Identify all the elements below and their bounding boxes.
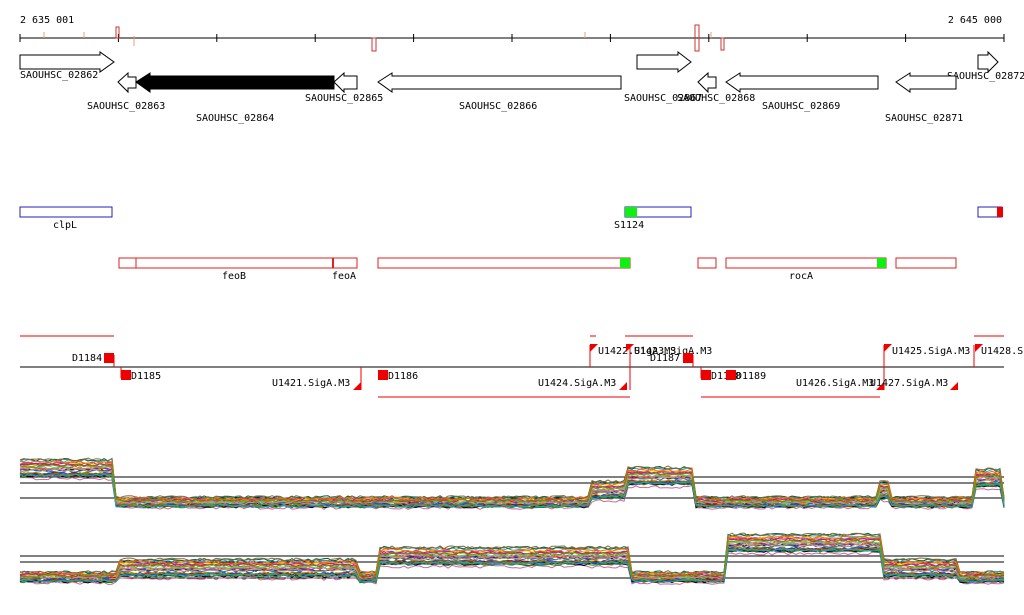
segment-u1425[interactable]: U1425.SigA.M3 — [884, 344, 970, 357]
segment-u1423[interactable]: U1423.SigA.M3 — [626, 344, 712, 357]
segment-d1185[interactable]: D1185 — [121, 370, 161, 382]
svg-text:clpL: clpL — [53, 220, 77, 231]
svg-text:SAOUHSC_02872: SAOUHSC_02872 — [947, 71, 1024, 82]
gene-saouhsc-02871[interactable]: SAOUHSC_02871 — [885, 72, 963, 124]
operon-roca[interactable]: rocA — [725, 257, 887, 282]
svg-text:D1186: D1186 — [388, 371, 418, 382]
svg-text:SAOUHSC_02871: SAOUHSC_02871 — [885, 113, 963, 124]
operon-clpl[interactable]: clpL — [19, 206, 113, 231]
expression-track-minus — [19, 532, 1005, 585]
svg-text:D1185: D1185 — [131, 371, 161, 382]
gene-saouhsc-02867[interactable]: SAOUHSC_02867 — [624, 50, 702, 104]
operon-forward-right[interactable] — [977, 206, 1003, 218]
svg-text:U1426.SigA.M3: U1426.SigA.M3 — [796, 378, 874, 389]
segment-d1186[interactable]: D1186 — [378, 370, 418, 382]
svg-text:feoA: feoA — [332, 271, 356, 282]
segment-u1426[interactable]: U1426.SigA.M3 — [796, 378, 884, 390]
gene-track-forward: SAOUHSC_02862 SAOUHSC_02867 SAOUHSC_0287… — [19, 50, 1024, 104]
segmentation-track: D1184 U1422.SigA.M3 U1423.SigA.M3 D1187 … — [20, 335, 1023, 398]
segment-u1421[interactable]: U1421.SigA.M3 — [272, 378, 361, 390]
gene-saouhsc-02868[interactable]: SAOUHSC_02868 — [677, 71, 755, 104]
operon-reverse-right[interactable] — [895, 257, 957, 269]
svg-text:U1427.SigA.M3: U1427.SigA.M3 — [870, 378, 948, 389]
svg-text:U1422.SigA.M3: U1422.SigA.M3 — [598, 346, 676, 357]
svg-text:U1424.SigA.M3: U1424.SigA.M3 — [538, 378, 616, 389]
svg-text:feoB: feoB — [222, 271, 246, 282]
svg-text:D1184: D1184 — [72, 353, 102, 364]
svg-text:SAOUHSC_02863: SAOUHSC_02863 — [87, 101, 165, 112]
operon-s1124[interactable]: S1124 — [614, 206, 692, 231]
expression-lines-plus — [19, 457, 1005, 511]
operon-reverse-small[interactable] — [697, 257, 717, 269]
svg-text:SAOUHSC_02864: SAOUHSC_02864 — [196, 113, 274, 124]
gene-saouhsc-02869[interactable]: SAOUHSC_02869 — [725, 72, 879, 112]
svg-text:SAOUHSC_02866: SAOUHSC_02866 — [459, 101, 537, 112]
expression-track-plus — [19, 457, 1005, 511]
svg-text:D1187: D1187 — [650, 353, 680, 364]
gene-track-reverse: SAOUHSC_02863 SAOUHSC_02864 SAOUHSC_0286… — [87, 71, 963, 124]
ruler-end-label: 2 645 000 — [948, 15, 1002, 26]
gene-saouhsc-02872[interactable]: SAOUHSC_02872 — [947, 50, 1024, 82]
svg-text:D1189: D1189 — [736, 371, 766, 382]
svg-text:SAOUHSC_02862: SAOUHSC_02862 — [20, 70, 98, 81]
segment-u1427[interactable]: U1427.SigA.M3 — [870, 378, 958, 390]
gene-saouhsc-02865[interactable]: SAOUHSC_02865 — [305, 71, 383, 104]
operon-feoa[interactable]: feoA — [332, 257, 358, 282]
svg-text:S1124: S1124 — [614, 220, 644, 231]
svg-text:SAOUHSC_02867: SAOUHSC_02867 — [624, 93, 702, 104]
segment-u1422[interactable]: U1422.SigA.M3 — [590, 344, 676, 357]
operon-reverse-long[interactable] — [377, 257, 631, 269]
operon-track-forward: clpL S1124 — [19, 206, 1003, 231]
svg-text:U1421.SigA.M3: U1421.SigA.M3 — [272, 378, 350, 389]
segment-u1428[interactable]: U1428.S — [975, 344, 1023, 357]
svg-text:SAOUHSC_02865: SAOUHSC_02865 — [305, 93, 383, 104]
segment-d1189[interactable]: D1189 — [726, 370, 766, 382]
svg-text:U1423.SigA.M3: U1423.SigA.M3 — [634, 346, 712, 357]
gene-saouhsc-02866[interactable]: SAOUHSC_02866 — [377, 72, 622, 112]
expression-lines-minus — [19, 532, 1005, 585]
coordinate-ruler: 2 635 001 2 645 000 — [19, 15, 1005, 52]
operon-feob[interactable]: feoB — [118, 257, 334, 282]
segment-d1184[interactable]: D1184 — [72, 353, 114, 364]
segment-u1424[interactable]: U1424.SigA.M3 — [538, 378, 627, 390]
gene-saouhsc-02862[interactable]: SAOUHSC_02862 — [19, 51, 115, 81]
ruler-ticks — [19, 34, 1005, 42]
svg-text:U1428.S: U1428.S — [981, 346, 1023, 357]
svg-text:SAOUHSC_02868: SAOUHSC_02868 — [677, 93, 755, 104]
svg-text:rocA: rocA — [789, 271, 813, 282]
svg-text:U1425.SigA.M3: U1425.SigA.M3 — [892, 346, 970, 357]
svg-text:SAOUHSC_02869: SAOUHSC_02869 — [762, 101, 840, 112]
ruler-start-label: 2 635 001 — [20, 15, 74, 26]
operon-track-reverse: feoB feoA rocA — [118, 257, 957, 282]
segment-d1187[interactable]: D1187 — [650, 353, 693, 364]
